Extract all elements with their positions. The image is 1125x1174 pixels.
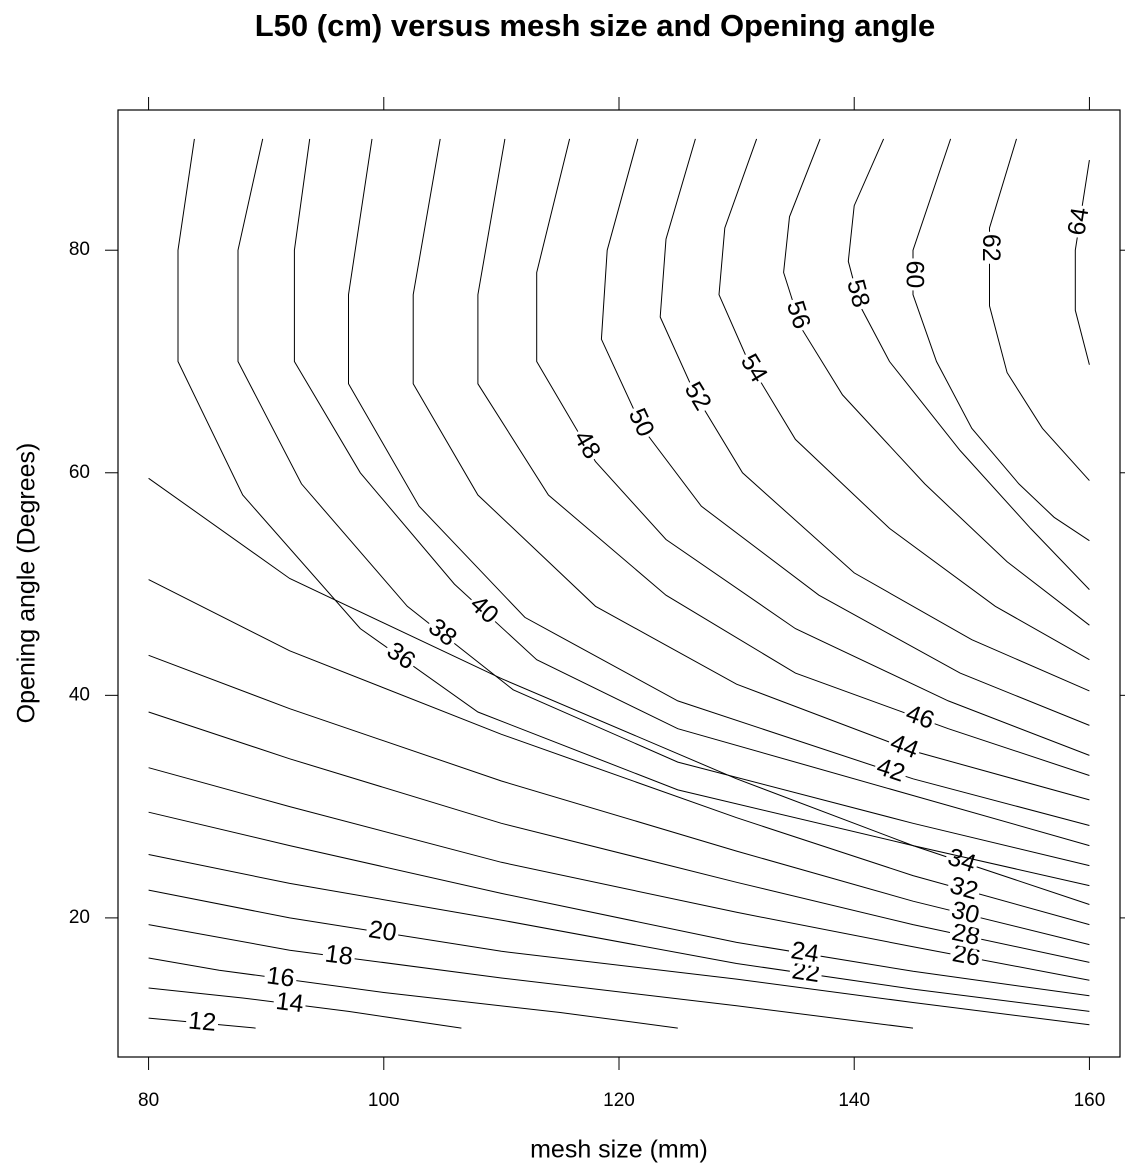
contour-label: 16 [265, 961, 296, 992]
contour-label: 14 [274, 987, 305, 1018]
contour-line [348, 138, 1090, 826]
contour-label-bg [978, 231, 1001, 264]
contour-label-bg [945, 874, 983, 905]
contour-label-bg [900, 702, 939, 735]
contour-label-bg [623, 403, 657, 443]
contour-label: 40 [465, 590, 504, 629]
contour-label: 62 [977, 234, 1005, 262]
contour-line [148, 924, 914, 1029]
contour-label-bg [885, 731, 923, 764]
x-tick-label: 80 [138, 1090, 159, 1111]
contour-line [659, 138, 1090, 692]
contour-label-bg [781, 296, 813, 334]
contour-line [718, 138, 1090, 661]
contour-line [912, 138, 1090, 542]
contour-line [237, 138, 1090, 867]
contour-label-bg [422, 614, 462, 653]
y-tick-label: 40 [69, 684, 90, 705]
contour-label: 58 [841, 276, 875, 310]
contour-label-bg [735, 349, 771, 389]
y-tick-label: 80 [69, 239, 90, 260]
contour-label-bg [948, 943, 984, 971]
contour-label-bg [871, 755, 910, 787]
contour-label-bg [946, 899, 984, 929]
chart-title: L50 (cm) versus mesh size and Opening an… [255, 8, 936, 43]
contour-line [412, 138, 1090, 801]
contour-label: 52 [679, 377, 717, 415]
x-tick-label: 160 [1074, 1090, 1106, 1111]
contour-line [989, 138, 1090, 481]
contour-label-bg [788, 960, 824, 987]
contour-label-bg [568, 426, 604, 465]
y-axis-label: Opening angle (Degrees) [13, 443, 41, 724]
contour-label-bg [787, 940, 823, 968]
contour-label-bg [1066, 204, 1094, 240]
contour-line [148, 654, 1090, 946]
contour-label: 24 [789, 936, 821, 968]
contour-line [1074, 160, 1090, 365]
contour-label-bg [380, 638, 420, 676]
contour-line [148, 711, 1090, 963]
x-tick-label: 100 [368, 1090, 400, 1111]
x-axis-label: mesh size (mm) [530, 1136, 708, 1164]
contour-label-bg [842, 275, 872, 313]
contour-label-bg [364, 919, 400, 946]
contour-label-bg [185, 1010, 220, 1036]
contour-label-bg [464, 591, 503, 630]
contour-line [148, 767, 1090, 981]
contour-label: 20 [367, 915, 399, 947]
contour-line [177, 138, 1090, 887]
contour-line [293, 138, 1090, 847]
contour-line [148, 957, 678, 1029]
contour-label: 12 [187, 1006, 217, 1036]
x-tick-label: 140 [838, 1090, 870, 1111]
contour-label-bg [272, 991, 307, 1017]
contour-line [783, 138, 1090, 626]
contour-line [536, 138, 1090, 756]
contour-line [148, 477, 1090, 905]
y-tick-label: 60 [69, 462, 90, 483]
contour-label-bg [678, 377, 715, 417]
contour-label-bg [947, 921, 984, 950]
contour-label: 48 [568, 426, 606, 464]
contour-line [600, 138, 1090, 726]
contour-label: 50 [623, 404, 660, 441]
y-tick-label: 20 [69, 907, 90, 928]
contour-line [148, 854, 1090, 1012]
contour-line [148, 811, 1090, 997]
contour-label: 38 [423, 613, 462, 652]
contour-label-bg [321, 943, 357, 970]
contour-label: 64 [1062, 205, 1094, 237]
contour-line [847, 138, 1090, 590]
contour-label: 60 [900, 261, 928, 289]
contour-label: 36 [382, 636, 421, 675]
contour-label-bg [902, 258, 925, 291]
contour-line [148, 889, 1090, 1026]
contour-line [148, 579, 1090, 926]
contour-label: 46 [902, 699, 938, 735]
contour-label: 18 [323, 940, 354, 971]
contour-label: 54 [735, 349, 773, 387]
x-tick-label: 120 [603, 1090, 635, 1111]
contour-label-bg [263, 965, 298, 992]
